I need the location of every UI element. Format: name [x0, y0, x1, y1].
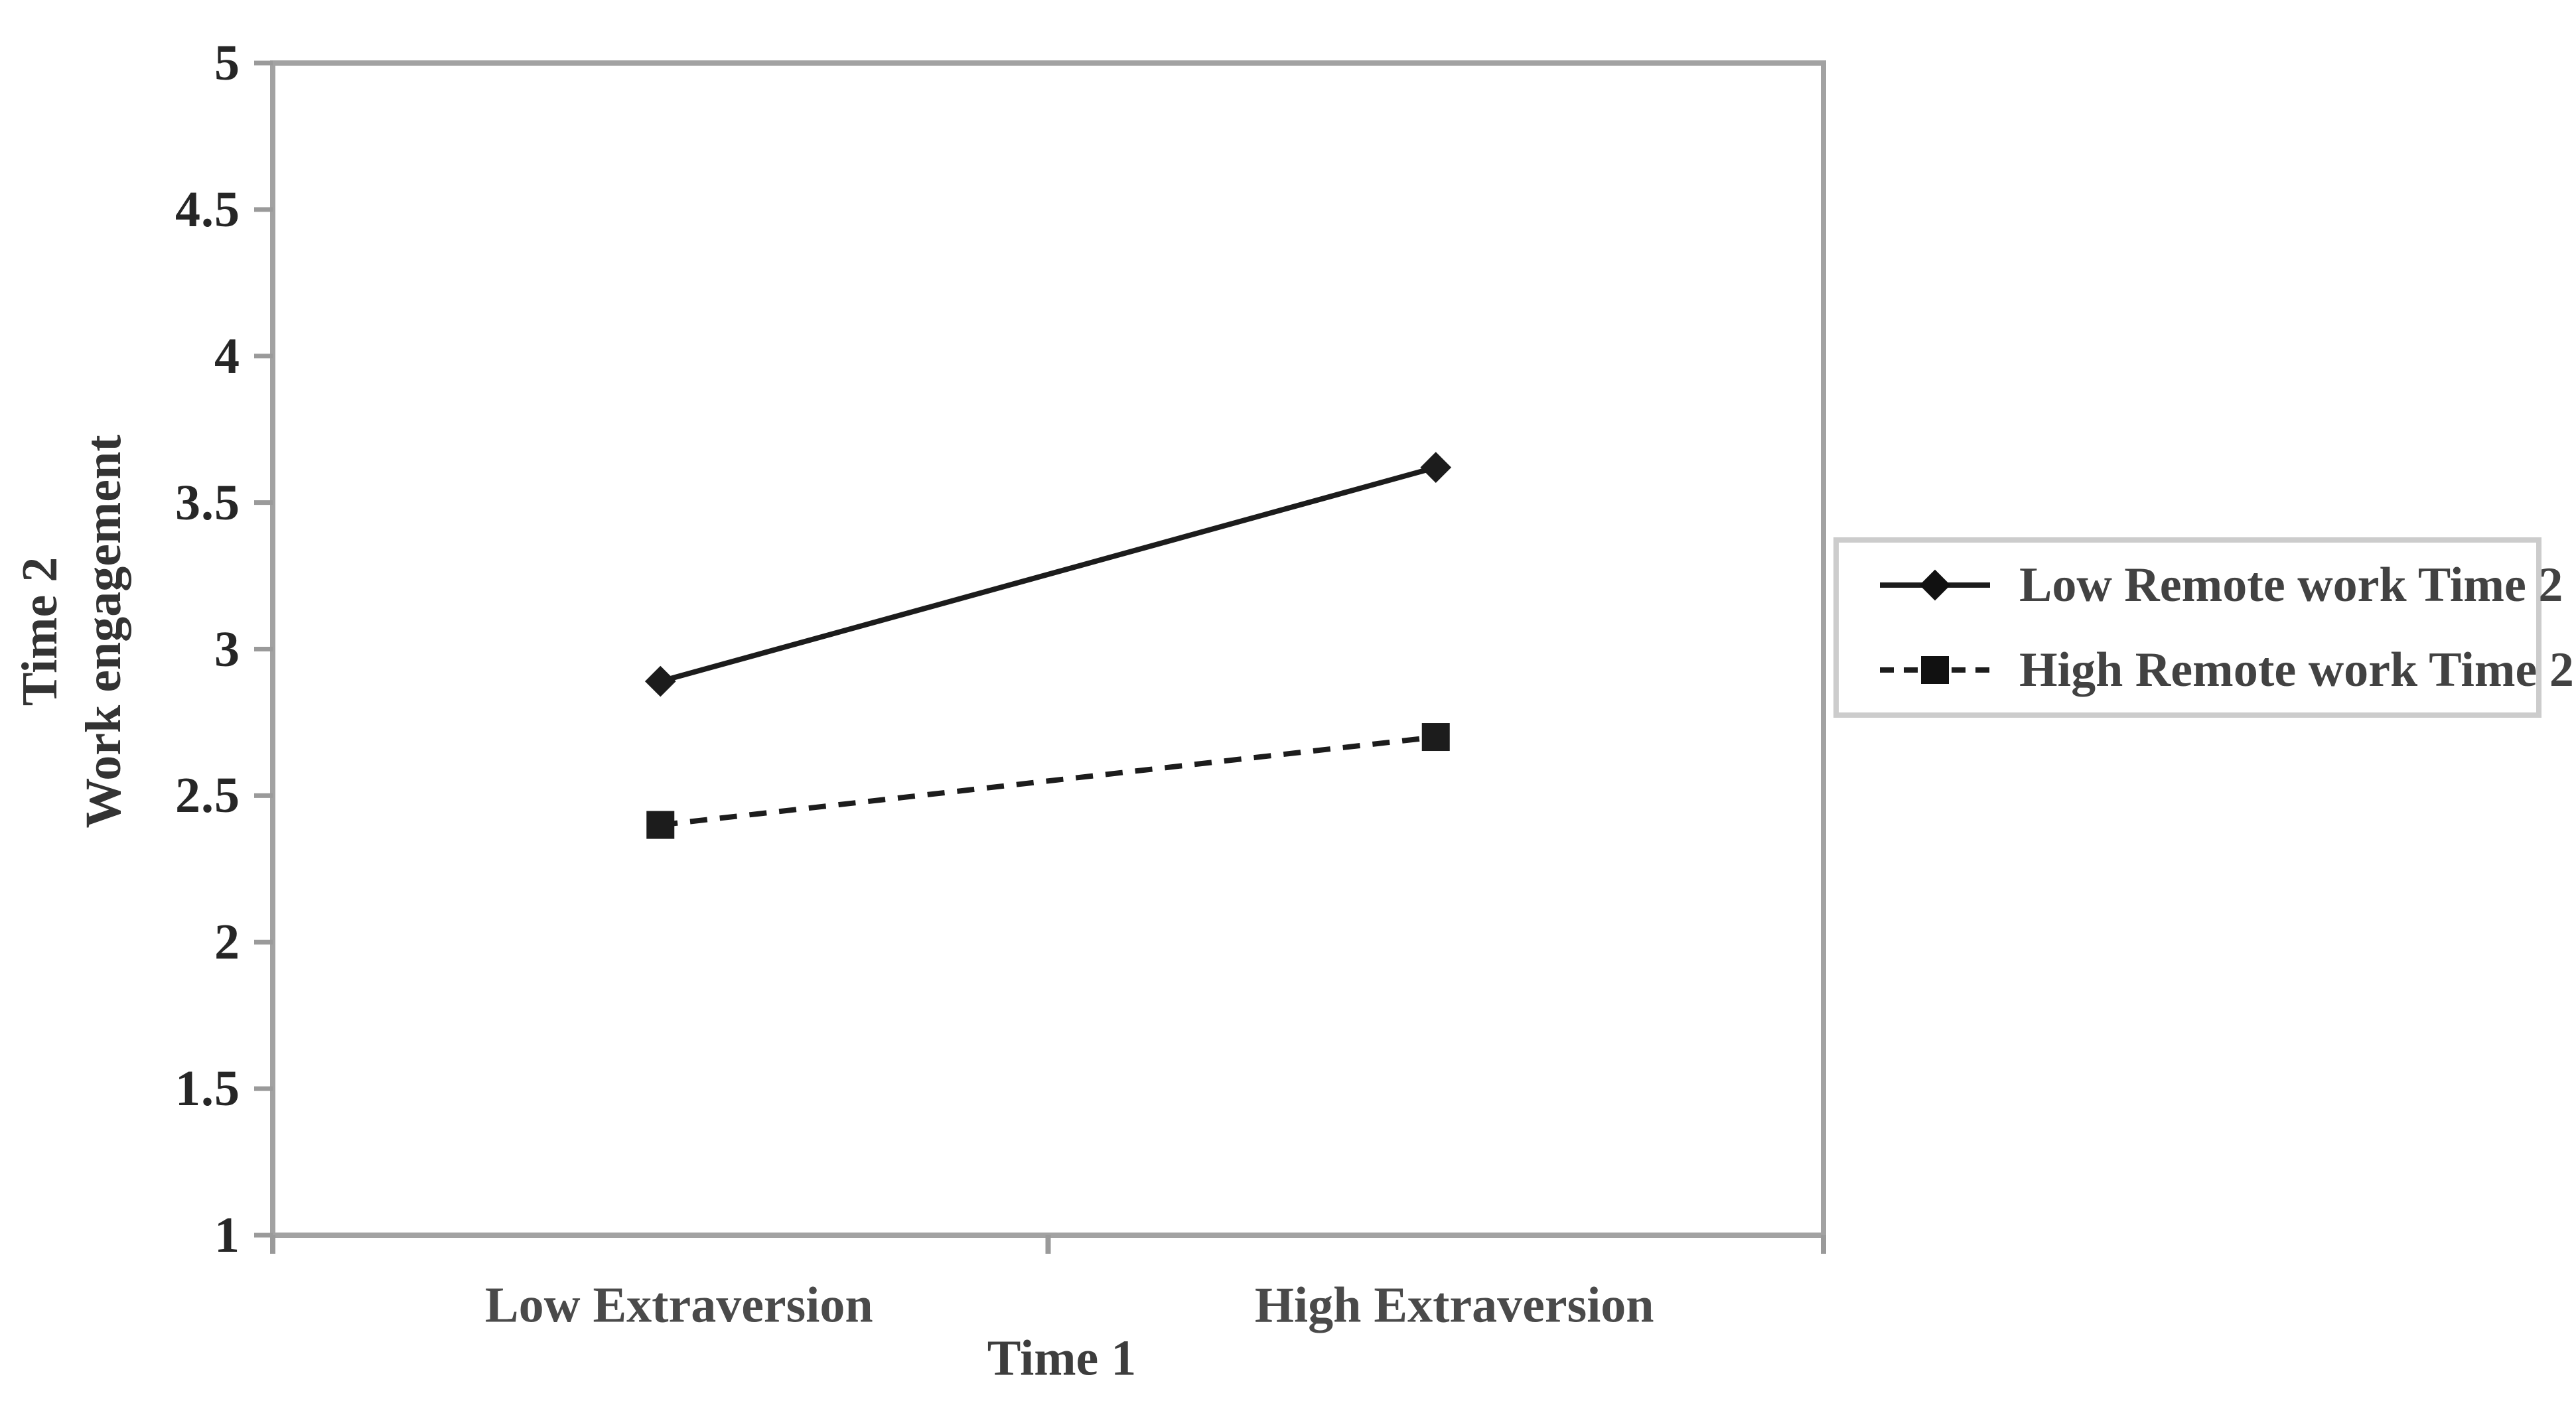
series-line-1 [660, 734, 1437, 828]
legend-label-low-remote: Low Remote work Time 2 [2019, 557, 2563, 612]
legend-box: Low Remote work Time 2 High Remote work … [1833, 537, 2574, 718]
dashed-line-square-marker-icon [1880, 656, 1990, 684]
x-axis-title: Time 1 [987, 1330, 1137, 1386]
marker-diamond [644, 665, 676, 697]
marker-square [646, 811, 675, 839]
y-axis-title-line2: Work engagement [76, 435, 131, 829]
legend-row-low-remote: Low Remote work Time 2 [1880, 557, 2563, 614]
marker-square [1421, 723, 1450, 752]
legend-row-high-remote: High Remote work Time 2 [1880, 642, 2574, 699]
x-category-label-low-extraversion: Low Extraversion [484, 1277, 873, 1333]
solid-line-diamond-marker-icon [1880, 569, 1990, 601]
y-axis-title: Time 2 Work engagement [8, 68, 135, 1195]
plot-border [270, 60, 1826, 1238]
marker-diamond [1420, 452, 1452, 483]
series-line-0 [660, 464, 1437, 684]
x-category-label-high-extraversion: High Extraversion [1254, 1277, 1654, 1333]
legend-label-high-remote: High Remote work Time 2 [2019, 642, 2574, 697]
y-axis-title-line1: Time 2 [12, 557, 68, 706]
